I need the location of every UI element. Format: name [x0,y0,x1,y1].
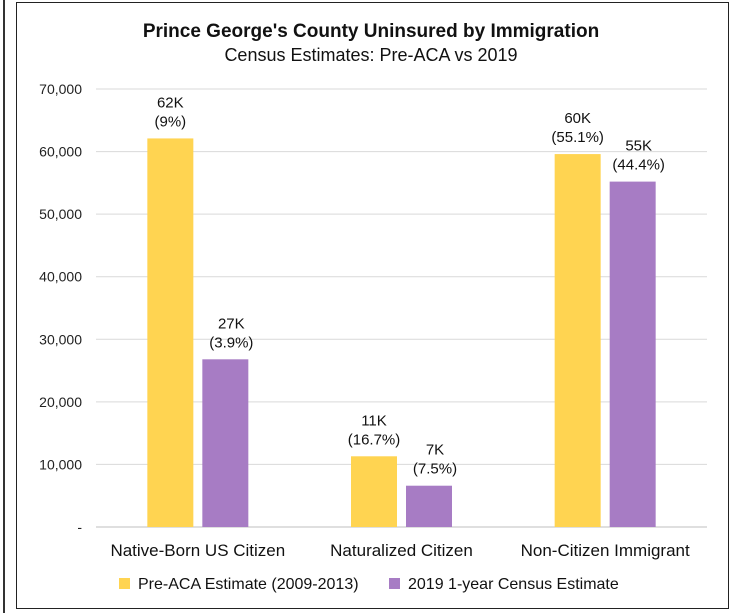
category-labels: Native-Born US Citizen Naturalized Citize… [110,541,690,560]
bars [147,138,656,527]
category-label: Naturalized Citizen [330,541,473,560]
data-label-percent: (3.9%) [209,334,253,351]
bar-2019-2 [609,181,656,527]
y-tick-label: 10,000 [39,456,82,472]
bar-pre-aca-2 [554,154,601,527]
data-label-value: 27K [218,315,245,332]
data-label-percent: (44.4%) [612,157,665,174]
legend-label: 2019 1-year Census Estimate [408,576,619,593]
bar-pre-aca-0 [147,138,194,527]
y-tick-label: 50,000 [39,206,82,222]
bar-pre-aca-1 [351,456,397,527]
left-edge-line [3,0,5,613]
data-label-percent: (55.1%) [551,129,604,146]
y-tick-label: 60,000 [39,144,82,160]
y-axis-ticks: - 10,000 20,000 30,000 40,000 50,000 60,000 70,… [39,81,82,535]
bar-2019-0 [202,359,249,527]
chart-title: Prince George's County Uninsured by Immi… [143,21,599,42]
legend-swatch [119,578,130,589]
data-label-percent: (16.7%) [348,431,401,448]
data-labels: 62K (9%) 27K (3.9%) 11K (16.7%) 7K (7.5%) 60K (55… [154,94,664,477]
y-tick-label: 70,000 [39,81,82,97]
legend-label: Pre-ACA Estimate (2009-2013) [138,576,359,593]
data-label-value: 7K [426,442,444,459]
data-label-percent: (7.5%) [413,461,457,478]
chart-subtitle: Census Estimates: Pre-ACA vs 2019 [224,45,517,65]
y-tick-label: - [77,519,82,535]
legend-swatch [389,578,400,589]
y-tick-label: 20,000 [39,394,82,410]
y-tick-label: 30,000 [39,331,82,347]
data-label-value: 11K [361,412,387,429]
gridlines [96,88,707,528]
data-label-percent: (9%) [154,113,186,130]
data-label-value: 60K [564,110,591,127]
category-label: Native-Born US Citizen [110,541,285,560]
category-label: Non-Citizen Immigrant [521,541,690,560]
data-label-value: 62K [157,94,184,111]
bar-2019-1 [406,485,452,527]
legend: Pre-ACA Estimate (2009-2013) 2019 1-year … [119,576,619,593]
data-label-value: 55K [625,138,652,155]
y-tick-label: 40,000 [39,269,82,285]
